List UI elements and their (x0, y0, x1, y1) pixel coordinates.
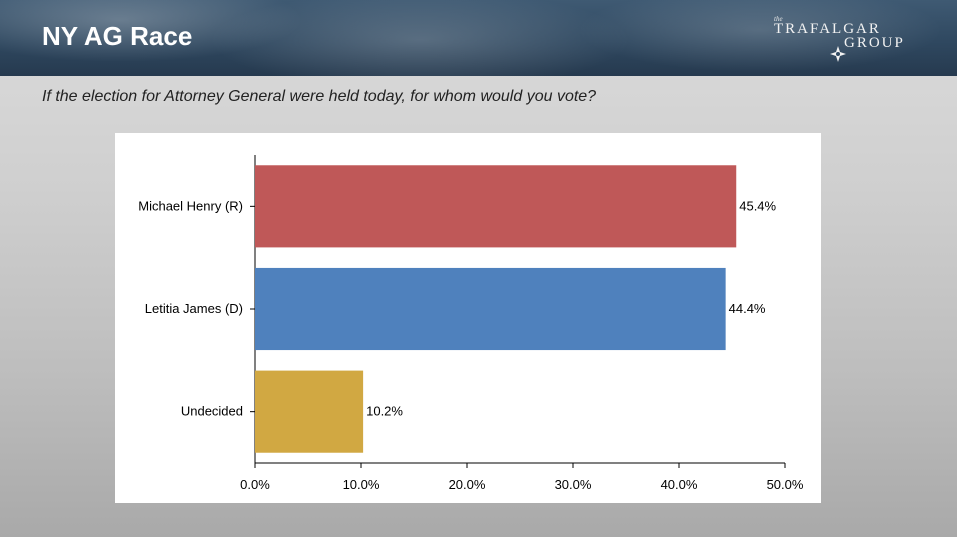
value-label-2: 44.4% (729, 301, 766, 316)
category-label-2: Letitia James (D) (145, 301, 243, 316)
bar-1 (255, 165, 737, 248)
bar-chart: Michael Henry (R) 45.4% Letitia James (D) 4… (138, 155, 804, 492)
survey-question: If the election for Attorney General wer… (42, 88, 597, 105)
x-tick-label-2: 10.0% (343, 477, 380, 492)
value-label-1: 45.4% (739, 198, 776, 213)
x-tick-label-6: 50.0% (767, 477, 804, 492)
logo-small-text: the (774, 15, 783, 23)
logo-line2: GROUP (844, 35, 905, 51)
category-label-1: Michael Henry (R) (138, 198, 243, 213)
logo-line1: TRAFALGAR (774, 21, 881, 37)
header-banner: NY AG Race the TRAFALGAR GROUP (0, 0, 957, 76)
page-title: NY AG Race (42, 21, 193, 51)
x-tick-label-3: 20.0% (449, 477, 486, 492)
x-tick-label-1: 0.0% (240, 477, 270, 492)
value-label-3: 10.2% (366, 404, 403, 419)
trafalgar-group-logo: the TRAFALGAR GROUP (770, 10, 930, 66)
x-tick-label-4: 30.0% (555, 477, 592, 492)
bar-2 (255, 267, 726, 351)
chart-panel: Michael Henry (R) 45.4% Letitia James (D) 4… (115, 133, 821, 503)
x-tick-label-5: 40.0% (661, 477, 698, 492)
bar-3 (255, 370, 364, 453)
compass-star-icon (830, 46, 846, 62)
category-label-3: Undecided (181, 404, 243, 419)
